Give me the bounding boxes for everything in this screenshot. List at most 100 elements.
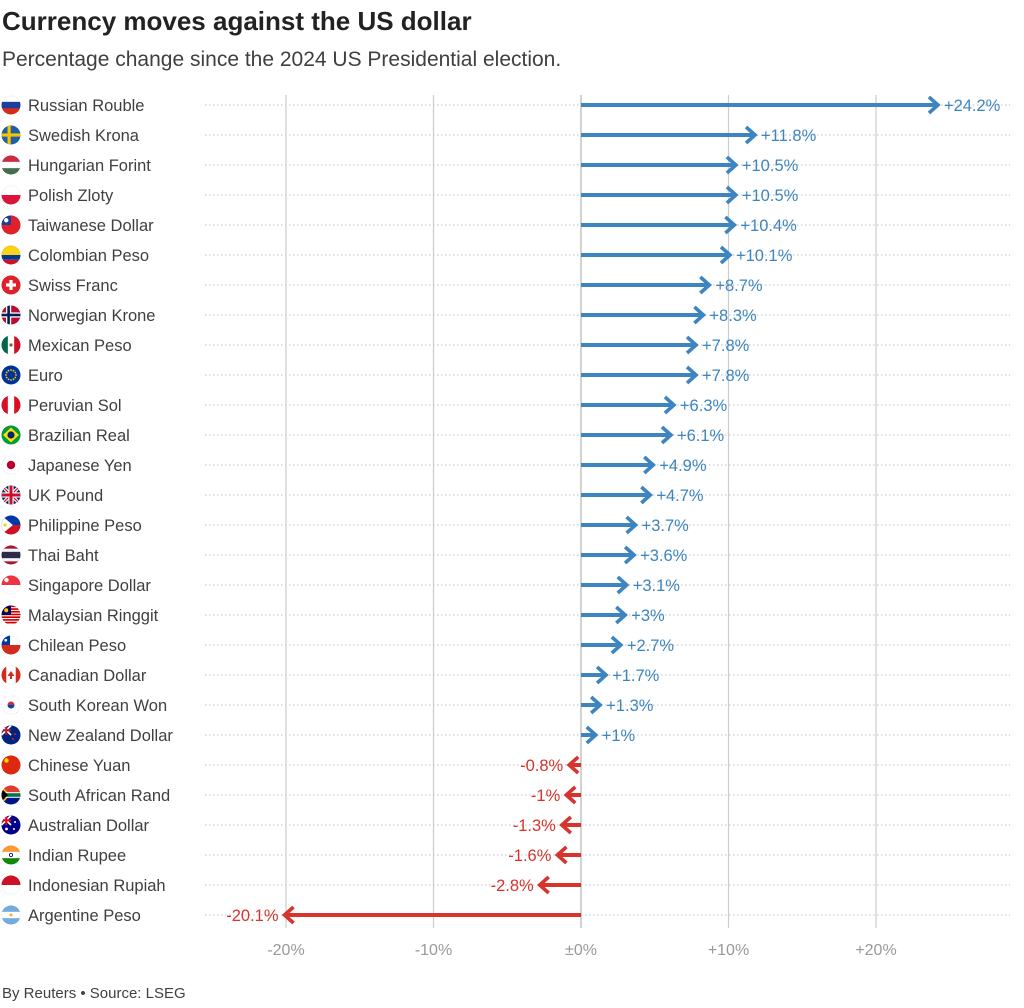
value-label: -0.8% [520,757,563,775]
currency-label: Japanese Yen [28,457,132,475]
currency-label: Hungarian Forint [28,157,151,175]
value-label: -1% [531,787,561,805]
currency-label: Canadian Dollar [28,667,147,685]
value-label: +3% [631,607,665,625]
value-label: +8.7% [715,277,763,295]
x-tick-label: -20% [267,942,304,959]
x-tick-label: +10% [708,942,749,959]
currency-label: Polish Zloty [28,187,114,205]
change-arrowhead [554,845,568,865]
value-label: -20.1% [226,907,279,925]
colombia-flag-icon [1,245,21,265]
australia-flag-icon [1,815,21,835]
mexico-flag-icon [1,335,21,355]
indonesia-flag-icon [1,875,21,895]
x-tick-label: ±0% [565,942,597,959]
value-label: +10.5% [742,187,799,205]
change-arrowhead [719,245,733,265]
value-label: +7.8% [702,367,750,385]
india-flag-icon [1,845,21,865]
change-arrowhead [610,635,624,655]
chart-subtitle: Percentage change since the 2024 US Pres… [2,48,562,71]
value-label: +4.9% [659,457,707,475]
change-arrowhead [699,275,713,295]
currency-label: Thai Baht [28,547,99,565]
value-label: -2.8% [491,877,534,895]
x-tick-label: +20% [855,942,896,959]
philippines-flag-icon [1,515,21,535]
currency-label: Indonesian Rupiah [28,877,166,895]
currency-chart: -20% -10% ±0% +10% +20% Russian Rouble +24.2% S… [1,95,1010,959]
currency-label: Brazilian Real [28,427,130,445]
change-arrowhead [725,155,739,175]
canada-flag-icon [1,665,21,685]
change-arrowhead [724,215,738,235]
china-flag-icon [1,755,21,775]
currency-label: Chilean Peso [28,637,126,655]
value-label: +1.7% [612,667,660,685]
change-arrowhead [927,95,941,115]
change-arrowhead [623,545,637,565]
currency-label: Euro [28,367,63,385]
value-label: +6.1% [677,427,725,445]
value-label: +8.3% [709,307,757,325]
change-arrowhead [536,875,550,895]
currency-label: Peruvian Sol [28,397,122,415]
new-zealand-flag-icon [1,725,21,745]
value-label: +4.7% [656,487,704,505]
change-arrowhead [625,515,639,535]
value-label: +2.7% [627,637,675,655]
change-arrowhead [725,185,739,205]
switzerland-flag-icon [1,275,21,295]
value-label: +6.3% [680,397,728,415]
value-label: -1.3% [513,817,556,835]
change-arrowhead [563,785,577,805]
poland-flag-icon [1,185,21,205]
malaysia-flag-icon [1,605,21,625]
value-label: +1.3% [606,697,654,715]
value-label: +10.4% [740,217,797,235]
hungary-flag-icon [1,155,21,175]
currency-label: Taiwanese Dollar [28,217,154,235]
value-label: +10.5% [742,157,799,175]
value-label: +10.1% [736,247,793,265]
taiwan-flag-icon [1,215,21,235]
value-label: -1.6% [508,847,551,865]
brazil-flag-icon [1,425,21,445]
change-arrowhead [595,665,609,685]
currency-label: Russian Rouble [28,97,144,115]
currency-label: Mexican Peso [28,337,132,355]
change-arrowhead [589,695,603,715]
change-arrowhead [281,905,295,925]
value-label: +3.6% [640,547,688,565]
x-tick-label: -10% [415,942,452,959]
chile-flag-icon [1,635,21,655]
value-label: +1% [602,727,636,745]
south-korea-flag-icon [1,695,21,715]
russia-flag-icon [1,95,21,115]
south-africa-flag-icon [1,785,21,805]
currency-label: Singapore Dollar [28,577,151,595]
change-arrowhead [566,755,580,775]
thailand-flag-icon [1,545,21,565]
singapore-flag-icon [1,575,21,595]
sweden-flag-icon [1,125,21,145]
change-arrowhead [685,365,699,385]
value-label: +24.2% [944,97,1001,115]
peru-flag-icon [1,395,21,415]
currency-label: South African Rand [28,787,170,805]
currency-label: Chinese Yuan [28,757,130,775]
currency-label: Norwegian Krone [28,307,156,325]
currency-label: South Korean Won [28,697,167,715]
currency-label: Swiss Franc [28,277,118,295]
argentina-flag-icon [1,905,21,925]
currency-label: New Zealand Dollar [28,727,173,745]
currency-label: Colombian Peso [28,247,149,265]
change-arrowhead [660,425,674,445]
change-arrowhead [643,455,656,475]
chart-title: Currency moves against the US dollar [2,6,472,36]
value-label: +3.1% [633,577,681,595]
currency-label: Philippine Peso [28,517,142,535]
change-arrowhead [615,605,628,625]
uk-flag-icon [1,485,21,505]
